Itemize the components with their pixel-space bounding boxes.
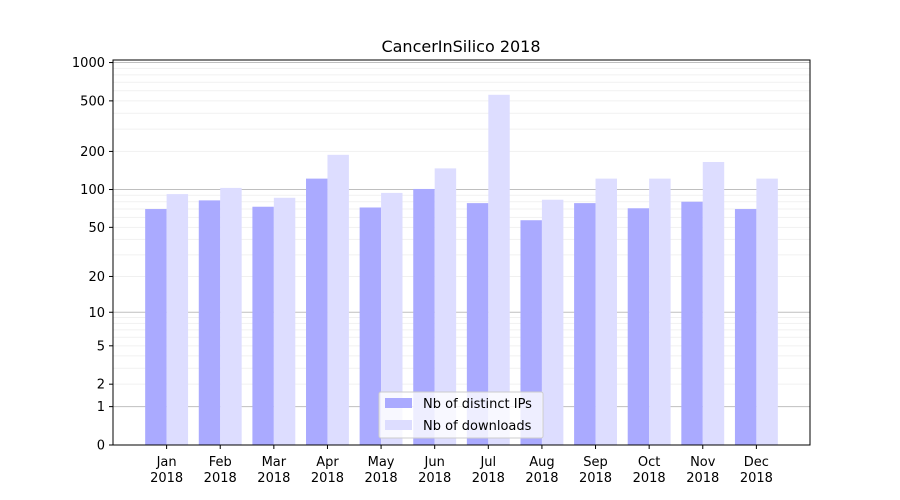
x-tick-label-year: 2018: [365, 471, 398, 486]
y-tick-label: 20: [88, 270, 105, 285]
x-tick-label-month: May: [368, 455, 395, 470]
legend-swatch-distinct-ips: [385, 398, 412, 408]
bar-downloads: [541, 199, 564, 445]
bar-downloads: [381, 192, 403, 445]
x-tick-label-month: Apr: [316, 455, 339, 470]
legend-label-downloads: Nb of downloads: [423, 419, 532, 434]
x-tick-label-year: 2018: [472, 471, 505, 486]
x-tick-label-year: 2018: [257, 471, 290, 486]
y-tick-label: 1000: [72, 56, 105, 71]
legend-label-distinct-ips: Nb of distinct IPs: [423, 397, 532, 412]
legend-swatch-downloads: [385, 420, 412, 430]
bar-downloads: [756, 178, 778, 445]
x-tick-label-month: Feb: [209, 455, 232, 470]
bar-distinct-ips: [145, 209, 167, 445]
x-tick-label-month: Sep: [583, 455, 608, 470]
x-tick-label-year: 2018: [633, 471, 666, 486]
bar-distinct-ips: [520, 220, 542, 445]
bar-distinct-ips: [198, 200, 221, 445]
y-axis: 0 1 2 5 10 20 50 100 200 500 1000: [72, 56, 113, 454]
bar-distinct-ips: [574, 203, 596, 445]
y-tick-label: 2: [97, 378, 105, 393]
bar-distinct-ips: [252, 206, 274, 445]
bar-downloads: [702, 162, 725, 445]
x-tick-label-month: Mar: [262, 455, 287, 470]
y-tick-label: 10: [88, 306, 105, 321]
bar-downloads: [488, 94, 510, 446]
bar-distinct-ips: [413, 188, 435, 446]
bar-downloads: [649, 178, 671, 445]
x-tick-label-year: 2018: [740, 471, 773, 486]
legend: Nb of distinct IPs Nb of downloads: [378, 391, 544, 439]
plot-frame: [112, 59, 811, 446]
bar-downloads: [327, 154, 349, 446]
bar-distinct-ips: [734, 209, 757, 445]
x-tick-label-month: Aug: [529, 455, 554, 470]
x-axis: Jan2018Feb2018Mar2018Apr2018May2018Jun20…: [150, 445, 773, 486]
x-tick-label-month: Nov: [690, 455, 716, 470]
x-tick-label-month: Jul: [479, 455, 496, 470]
bar-downloads: [595, 178, 617, 445]
y-tick-label: 1: [97, 400, 105, 415]
chart-title: CancerInSilico 2018: [381, 37, 540, 56]
bar-downloads: [434, 168, 457, 446]
y-tick-label: 500: [80, 94, 105, 109]
y-tick-label: 200: [80, 145, 105, 160]
bars: [145, 94, 778, 446]
x-tick-label-month: Dec: [744, 455, 769, 470]
y-tick-label: 50: [88, 221, 105, 236]
bar-downloads: [166, 194, 189, 445]
y-tick-label: 100: [80, 183, 105, 198]
x-tick-label-year: 2018: [418, 471, 451, 486]
bar-distinct-ips: [306, 178, 328, 445]
x-tick-label-month: Jan: [156, 455, 177, 470]
x-tick-label-month: Jun: [424, 455, 445, 470]
x-tick-label-month: Oct: [638, 455, 660, 470]
legend-box: [378, 391, 544, 439]
bar-distinct-ips: [466, 203, 489, 445]
x-tick-label-year: 2018: [311, 471, 344, 486]
bar-distinct-ips: [359, 207, 382, 445]
bar-downloads: [273, 197, 296, 445]
bar-distinct-ips: [681, 201, 703, 445]
x-tick-label-year: 2018: [525, 471, 558, 486]
y-tick-label: 0: [97, 439, 105, 454]
bar-distinct-ips: [627, 208, 650, 445]
x-tick-label-year: 2018: [150, 471, 183, 486]
x-tick-label-year: 2018: [686, 471, 719, 486]
y-tick-label: 5: [97, 339, 105, 354]
x-tick-label-year: 2018: [579, 471, 612, 486]
bar-downloads: [220, 187, 242, 445]
x-tick-label-year: 2018: [204, 471, 237, 486]
